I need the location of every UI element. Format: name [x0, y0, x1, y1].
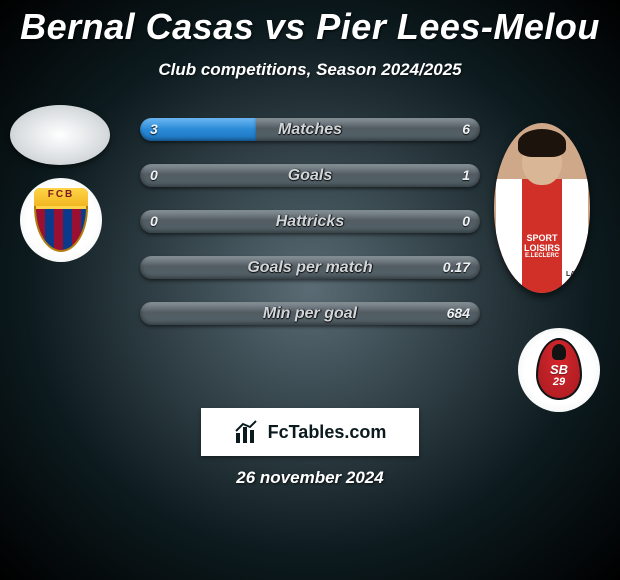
bar-value-right: 0 [462, 210, 470, 233]
club-right-num: 29 [536, 376, 582, 388]
player-photo-right: SPORTLOISIRS E.LECLERC LAND [494, 123, 590, 293]
stat-bars: Matches36Goals01Hattricks00Goals per mat… [140, 118, 480, 325]
brand-box[interactable]: FcTables.com [201, 408, 419, 456]
jersey-sponsor: SPORTLOISIRS [516, 233, 568, 253]
bar-value-right: 684 [447, 302, 470, 325]
stat-row: Goals per match0.17 [140, 256, 480, 279]
stat-row: Matches3 6 [140, 118, 480, 141]
bar-value-left: 0 [150, 210, 158, 233]
bar-label: Goals per match [140, 256, 480, 279]
jersey-sponsor-sub: E.LECLERC [516, 253, 568, 259]
stat-row: Hattricks0 0 [140, 210, 480, 233]
club-right-abbr: SB [536, 362, 582, 377]
stat-row: Goals0 1 [140, 164, 480, 187]
bar-label: Matches [140, 118, 480, 141]
bar-label: Min per goal [140, 302, 480, 325]
bar-value-left: 3 [150, 118, 158, 141]
club-badge-left: FCB [20, 178, 102, 262]
subtitle: Club competitions, Season 2024/2025 [0, 60, 620, 80]
club-badge-right: SB 29 [518, 328, 600, 412]
bar-label: Hattricks [140, 210, 480, 233]
bar-value-right: 1 [462, 164, 470, 187]
bar-value-left: 0 [150, 164, 158, 187]
brand-text: FcTables.com [268, 422, 387, 443]
bar-value-right: 0.17 [443, 256, 470, 279]
bar-value-right: 6 [462, 118, 470, 141]
bar-label: Goals [140, 164, 480, 187]
club-left-abbr: FCB [34, 189, 88, 200]
bars-icon [234, 419, 260, 445]
jersey-hem: LAND [566, 271, 585, 278]
date-line: 26 november 2024 [0, 468, 620, 488]
page-title: Bernal Casas vs Pier Lees-Melou [0, 0, 620, 48]
player-photo-left [10, 105, 110, 165]
stat-row: Min per goal684 [140, 302, 480, 325]
